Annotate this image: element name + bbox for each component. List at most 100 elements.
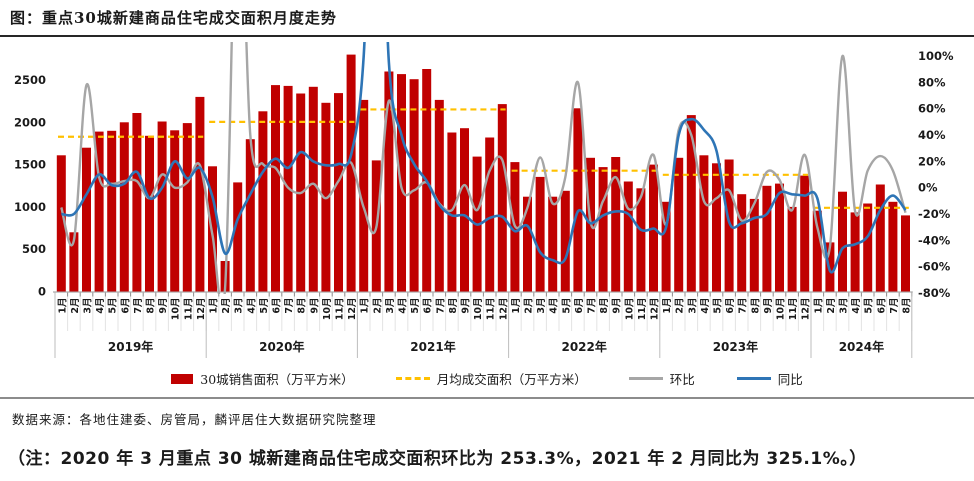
month-label: 11月 [788,298,799,321]
right-tick-label: -60% [918,260,951,274]
sales-bar [560,190,570,292]
month-label: 1月 [813,298,824,314]
yoy-line [61,42,907,274]
sales-bar [334,93,343,292]
year-label: 2021年 [410,339,455,354]
month-label: 8月 [448,298,459,314]
month-label: 11月 [486,298,497,321]
month-label: 10月 [171,298,182,321]
sales-bar [308,86,318,292]
sales-bar [132,113,142,292]
left-tick-label: 500 [22,242,46,256]
year-label: 2019年 [108,339,153,354]
y-axis-left: 0 500 1000 1500 2000 2500 [14,73,46,299]
month-label: 2月 [221,298,232,314]
month-label: 3月 [234,298,245,314]
sales-bar [182,123,192,292]
month-label: 1月 [360,298,371,314]
month-label: 12月 [196,298,207,321]
month-label: 3月 [385,298,396,314]
right-tick-label: -20% [918,207,951,221]
legend-yoy-label: 同比 [777,372,803,387]
x-axis-month-labels: 1月 2月 3月 4月 5月 6月 7月 8月 9月 10月 11月 12月 1月 2月 3月 4月 5月 6月 7… [57,298,912,321]
left-tick-label: 2500 [14,73,46,87]
month-label: 5月 [410,298,421,314]
sales-bar [485,137,495,292]
month-label: 1月 [209,298,220,314]
month-label: 1月 [662,298,673,314]
right-tick-label: 80% [918,75,946,89]
sales-bar [346,54,356,292]
footer-divider [0,397,974,399]
sales-bar [749,198,759,292]
right-tick-label: 0% [918,181,938,195]
sales-bar [460,128,469,292]
mom-line [60,42,907,294]
right-tick-label: -80% [918,286,951,300]
month-label: 5月 [864,298,875,314]
sales-bar [812,210,822,292]
month-label: 5月 [561,298,572,314]
month-label: 6月 [423,298,434,314]
month-label: 10月 [776,298,787,321]
sales-bar [901,215,910,292]
left-tick-label: 1000 [14,200,46,214]
sales-swatch-icon [171,373,194,384]
chart-legend: 30城销售面积（万平方米） 月均成交面积（万平方米） 环比 同比 [0,369,974,388]
left-tick-label: 0 [38,285,46,299]
month-label: 9月 [158,298,169,314]
month-label: 5月 [713,298,724,314]
month-label: 3月 [83,298,94,314]
month-label: 4月 [398,298,409,314]
month-label: 12月 [347,298,358,321]
legend-mom-label: 环比 [669,372,695,387]
month-label: 7月 [133,298,144,314]
pct-lines [60,42,907,294]
month-label: 10月 [624,298,635,321]
footnote: （注：2020 年 3 月重点 30 城新建商品住宅成交面积环比为 253.3%… [8,449,867,469]
sales-bar [863,203,873,292]
month-label: 3月 [536,298,547,314]
sales-bar [611,157,621,292]
month-label: 6月 [876,298,887,314]
legend-item-avg: 月均成交面积（万平方米） [395,369,587,388]
month-label: 7月 [435,298,446,314]
month-label: 1月 [511,298,522,314]
month-label: 11月 [637,298,648,321]
legend-avg-label: 月均成交面积（万平方米） [436,372,587,387]
sales-bar [636,188,646,292]
year-label: 2024年 [839,339,884,354]
month-label: 2月 [675,298,686,314]
month-label: 4月 [549,298,560,314]
sales-bar [359,99,369,292]
monthly-avg-lines [58,108,909,209]
month-label: 4月 [95,298,106,314]
sales-bar [875,184,885,292]
month-label: 12月 [801,298,812,321]
sales-bar [762,185,772,292]
sales-bar [69,232,79,292]
month-label: 4月 [246,298,257,314]
sales-bar [195,96,205,292]
sales-bar [535,176,545,292]
month-label: 9月 [763,298,774,314]
month-label: 6月 [725,298,736,314]
month-label: 8月 [750,298,761,314]
sales-bar [447,132,457,292]
sales-bar [623,181,633,292]
sales-bar [674,157,684,292]
sales-bar [888,201,898,292]
month-label: 7月 [738,298,749,314]
sales-bar [245,139,255,292]
sales-bar [548,196,558,292]
sales-bar [409,79,419,292]
legend-item-sales: 30城销售面积（万平方米） [171,369,354,388]
month-label: 7月 [587,298,598,314]
right-tick-label: 40% [918,128,946,142]
month-label: 2月 [70,298,81,314]
sales-bar [573,108,583,292]
legend-item-yoy: 同比 [736,369,803,388]
sales-bar [82,147,91,292]
sales-bar [838,191,847,292]
month-label: 8月 [902,298,913,314]
